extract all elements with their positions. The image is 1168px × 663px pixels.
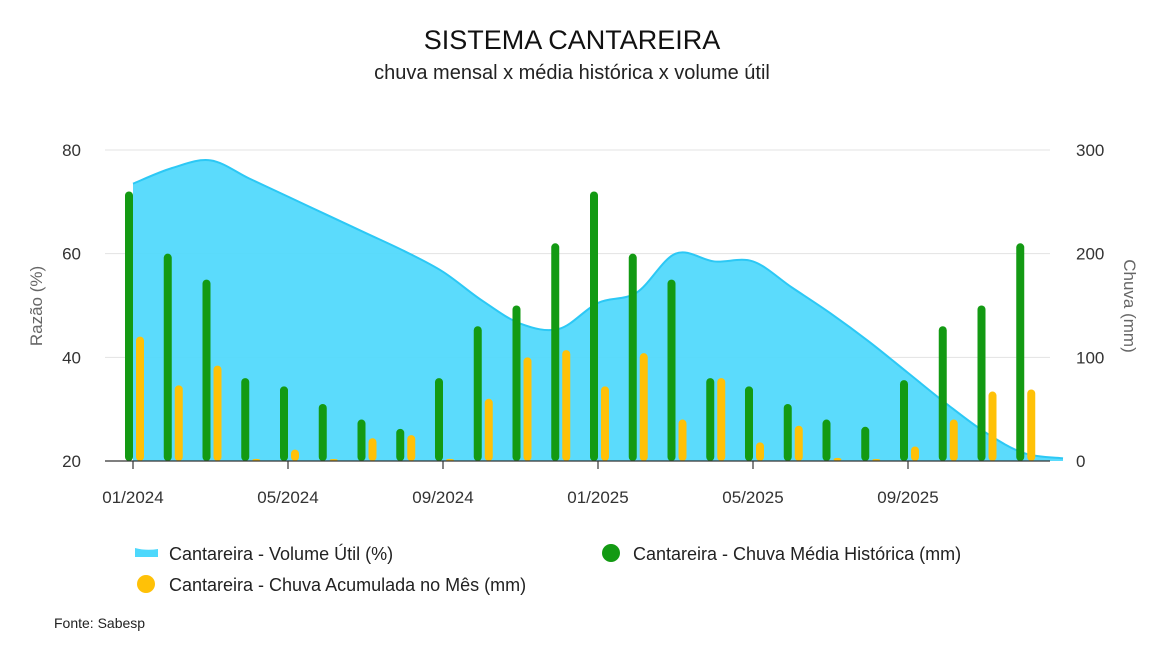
bar-historical xyxy=(745,386,753,461)
legend-label-volume: Cantareira - Volume Útil (%) xyxy=(169,543,393,564)
legend-item-historical[interactable]: Cantareira - Chuva Média Histórica (mm) xyxy=(602,544,961,564)
bar-accumulated xyxy=(407,435,416,461)
legend-label-accumulated: Cantareira - Chuva Acumulada no Mês (mm) xyxy=(169,575,526,595)
bar-historical xyxy=(473,326,482,461)
bar-historical xyxy=(280,386,288,461)
bar-accumulated xyxy=(678,419,687,461)
bar-historical xyxy=(900,380,908,461)
legend-dot-accumulated xyxy=(137,575,155,593)
y-left-axis-title: Razão (%) xyxy=(27,266,46,346)
bar-historical xyxy=(861,426,870,461)
legend-item-volume[interactable]: Cantareira - Volume Útil (%) xyxy=(135,543,393,564)
x-tick-label: 01/2024 xyxy=(102,488,163,507)
bar-historical xyxy=(241,378,250,461)
bar-accumulated xyxy=(291,449,299,461)
x-tick-label: 01/2025 xyxy=(567,488,628,507)
x-tick-label: 05/2025 xyxy=(722,488,783,507)
bar-historical xyxy=(783,403,792,461)
bar-historical xyxy=(163,253,172,461)
y-left-tick-label: 20 xyxy=(62,452,81,471)
bar-historical xyxy=(318,403,327,461)
bar-accumulated xyxy=(601,386,609,461)
x-tick-label: 05/2024 xyxy=(257,488,318,507)
bar-historical xyxy=(590,191,598,461)
legend: Cantareira - Volume Útil (%) Cantareira … xyxy=(135,543,961,595)
bar-accumulated xyxy=(484,398,493,461)
legend-dot-historical xyxy=(602,544,620,562)
bar-historical xyxy=(125,191,133,461)
bar-layer xyxy=(125,191,1036,461)
source-note: Fonte: Sabesp xyxy=(54,615,145,631)
chart-title: SISTEMA CANTAREIRA xyxy=(424,25,721,55)
bar-historical xyxy=(1016,243,1025,461)
bar-accumulated xyxy=(174,385,183,461)
y-right-tick-label: 300 xyxy=(1076,141,1104,160)
bar-historical xyxy=(512,305,521,461)
legend-item-accumulated[interactable]: Cantareira - Chuva Acumulada no Mês (mm) xyxy=(137,575,526,595)
bar-accumulated xyxy=(136,336,144,461)
legend-area-swatch xyxy=(135,548,158,557)
y-right-tick-label: 100 xyxy=(1076,348,1104,367)
y-left-tick-label: 60 xyxy=(62,245,81,264)
axis-layer: 80 60 40 20 300 200 100 0 01/2024 05/2024 09/2024 0… xyxy=(62,141,1104,507)
bar-historical xyxy=(202,279,211,461)
bar-historical xyxy=(396,428,405,461)
bar-accumulated xyxy=(368,438,377,461)
bar-accumulated xyxy=(717,378,726,461)
bar-historical xyxy=(977,305,986,461)
bar-accumulated xyxy=(756,442,764,461)
bar-historical xyxy=(357,419,366,461)
y-right-axis-title: Chuva (mm) xyxy=(1120,259,1139,353)
bar-accumulated xyxy=(794,425,803,461)
bar-accumulated xyxy=(1027,389,1036,461)
bar-historical xyxy=(706,378,715,461)
x-tick-label: 09/2024 xyxy=(412,488,473,507)
y-left-tick-label: 40 xyxy=(62,348,81,367)
chart-subtitle: chuva mensal x média histórica x volume … xyxy=(374,62,770,84)
bar-accumulated xyxy=(639,353,648,461)
bar-accumulated xyxy=(562,350,571,461)
y-right-tick-label: 200 xyxy=(1076,245,1104,264)
bar-accumulated xyxy=(523,357,532,461)
bar-accumulated xyxy=(949,419,958,461)
bar-historical xyxy=(628,253,637,461)
bar-accumulated xyxy=(833,457,842,461)
bar-historical xyxy=(667,279,676,461)
bar-historical xyxy=(435,378,443,461)
bar-accumulated xyxy=(988,391,997,461)
bar-accumulated xyxy=(911,446,919,461)
y-left-tick-label: 80 xyxy=(62,141,81,160)
bar-historical xyxy=(551,243,560,461)
legend-label-historical: Cantareira - Chuva Média Histórica (mm) xyxy=(633,544,961,564)
bar-historical xyxy=(938,326,947,461)
x-tick-label: 09/2025 xyxy=(877,488,938,507)
bar-historical xyxy=(822,419,831,461)
bar-accumulated xyxy=(213,365,222,461)
y-right-tick-label: 0 xyxy=(1076,452,1085,471)
